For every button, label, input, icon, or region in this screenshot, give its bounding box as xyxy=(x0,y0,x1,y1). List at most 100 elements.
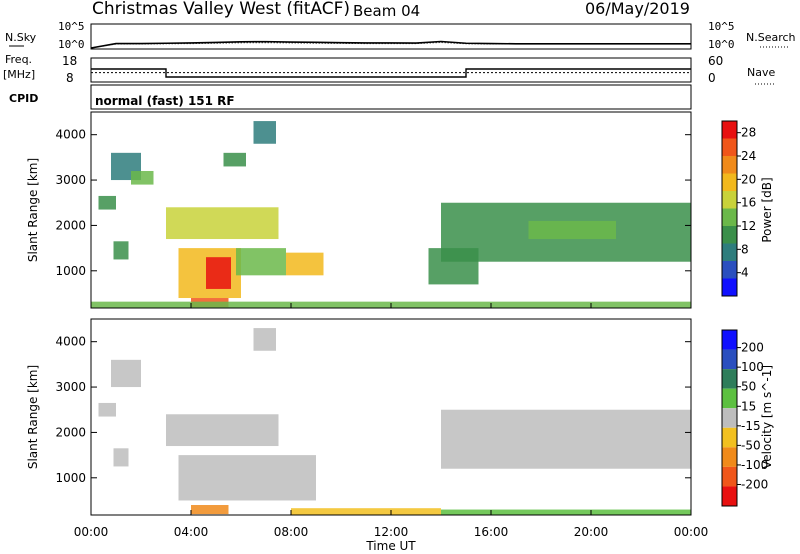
power-y-axis: 1000 2000 3000 4000 xyxy=(55,128,691,278)
freq-line xyxy=(91,68,691,78)
colorbar-frame xyxy=(721,329,738,507)
x-tick-label: 12:00 xyxy=(374,525,409,539)
colorbar-tick-label: 100 xyxy=(741,360,764,374)
colorbar-tick-label: 20 xyxy=(741,172,756,186)
noise-panel-frame xyxy=(90,23,692,50)
colorbar-tick-label: 15 xyxy=(741,399,756,413)
velocity-y-label: Slant Range [km] xyxy=(26,365,40,469)
power-colorbar: 28 24 20 16 12 8 4 xyxy=(721,120,756,297)
noise-right-tick-top: 10^5 xyxy=(708,20,735,33)
freq-tick-bottom: 8 xyxy=(66,71,74,85)
noise-line-1 xyxy=(90,41,691,49)
velocity-colorbar-label: Velocity [m s^-1] xyxy=(760,365,774,469)
colorbar-tick-label: 16 xyxy=(741,196,756,210)
colorbar-swatch xyxy=(722,408,737,428)
colorbar-swatch xyxy=(722,173,737,191)
nsky-label: N.Sky xyxy=(5,31,37,44)
heat-region xyxy=(286,252,324,276)
heat-region xyxy=(98,195,116,210)
x-tick-label: 00:00 xyxy=(74,525,109,539)
colorbar-swatch xyxy=(722,138,737,156)
colorbar-tick-label: 28 xyxy=(741,126,756,140)
freq-panel-frame xyxy=(90,57,692,83)
colorbar-tick-label: 8 xyxy=(741,242,749,256)
colorbar-swatch xyxy=(722,121,737,139)
y-tick-label: 2000 xyxy=(55,218,86,232)
heat-region xyxy=(206,257,231,289)
heat-region xyxy=(111,359,141,388)
x-tick-label: 04:00 xyxy=(174,525,209,539)
heat-region xyxy=(113,448,129,467)
heat-region xyxy=(131,170,154,185)
station-title: Christmas Valley West (fitACF) xyxy=(92,0,350,19)
noise-left-tick-bottom: 10^0 xyxy=(58,38,85,51)
heat-region xyxy=(441,409,691,469)
heat-region xyxy=(223,152,246,167)
noise-line-0 xyxy=(90,40,691,49)
colorbar-tick-label: -100 xyxy=(741,458,768,472)
nave-tick-bottom: 0 xyxy=(708,71,716,85)
heat-region xyxy=(236,248,286,276)
heat-region xyxy=(166,207,279,240)
heat-region xyxy=(528,220,616,240)
colorbar-tick-label: -50 xyxy=(741,438,761,452)
x-tick-label: 20:00 xyxy=(574,525,609,539)
heat-region xyxy=(178,455,316,501)
heat-region xyxy=(253,328,276,351)
colorbar-swatch xyxy=(722,486,737,506)
heat-region xyxy=(166,414,279,447)
freq-label-1: Freq. xyxy=(5,53,32,66)
velocity-y-axis: 1000 2000 3000 4000 xyxy=(55,335,691,485)
colorbar-swatch xyxy=(722,447,737,467)
colorbar-swatch xyxy=(722,191,737,209)
colorbar-swatch xyxy=(722,261,737,279)
date-label: 06/May/2019 xyxy=(585,0,690,18)
freq-tick-top: 18 xyxy=(62,54,77,68)
colorbar-tick-label: 200 xyxy=(741,341,764,355)
time-axis: 00:00 04:00 08:00 12:00 16:00 20:00 00:00 xyxy=(74,303,709,539)
colorbar-swatch xyxy=(722,349,737,370)
y-tick-label: 4000 xyxy=(55,128,86,142)
beam-label: Beam 04 xyxy=(353,2,420,20)
colorbar-tick-label: 12 xyxy=(741,219,756,233)
colorbar-tick-label: 50 xyxy=(741,380,756,394)
colorbar-swatch xyxy=(722,243,737,261)
heat-region xyxy=(98,402,116,417)
nave-tick-top: 60 xyxy=(708,54,723,68)
velocity-heatmap xyxy=(98,328,691,515)
cpid-panel-frame xyxy=(90,84,692,110)
cpid-label: CPID xyxy=(9,92,38,105)
nave-label: Nave xyxy=(747,66,775,79)
cpid-text: normal (fast) 151 RF xyxy=(95,94,235,108)
colorbar-tick-label: -200 xyxy=(741,477,768,491)
velocity-colorbar: 200 100 50 15 -15 -50 -100 -200 xyxy=(721,329,768,507)
heat-region xyxy=(441,509,691,515)
colorbar-tick-label: -15 xyxy=(741,419,761,433)
power-y-label: Slant Range [km] xyxy=(26,158,40,262)
x-tick-label: 00:00 xyxy=(674,525,709,539)
x-tick-label: 16:00 xyxy=(474,525,509,539)
y-tick-label: 1000 xyxy=(55,264,86,278)
colorbar-swatch xyxy=(722,208,737,226)
power-heatmap xyxy=(91,121,691,308)
y-tick-label: 3000 xyxy=(55,173,86,187)
colorbar-swatch xyxy=(722,466,737,487)
y-tick-label: 1000 xyxy=(55,471,86,485)
freq-series xyxy=(91,68,691,78)
x-axis-label: Time UT xyxy=(365,539,416,553)
heat-region xyxy=(113,241,129,260)
colorbar-frame xyxy=(721,120,738,297)
colorbar-tick-label: 24 xyxy=(741,149,756,163)
y-tick-label: 2000 xyxy=(55,425,86,439)
heat-region xyxy=(291,508,441,515)
y-tick-label: 4000 xyxy=(55,335,86,349)
power-colorbar-label: Power [dB] xyxy=(760,177,774,242)
y-tick-label: 3000 xyxy=(55,380,86,394)
colorbar-swatch xyxy=(722,369,737,389)
noise-series xyxy=(90,40,691,49)
colorbar-swatch xyxy=(722,278,737,296)
noise-right-tick-bottom: 10^0 xyxy=(708,38,735,51)
colorbar-swatch xyxy=(722,330,737,350)
colorbar-swatch xyxy=(722,427,737,448)
